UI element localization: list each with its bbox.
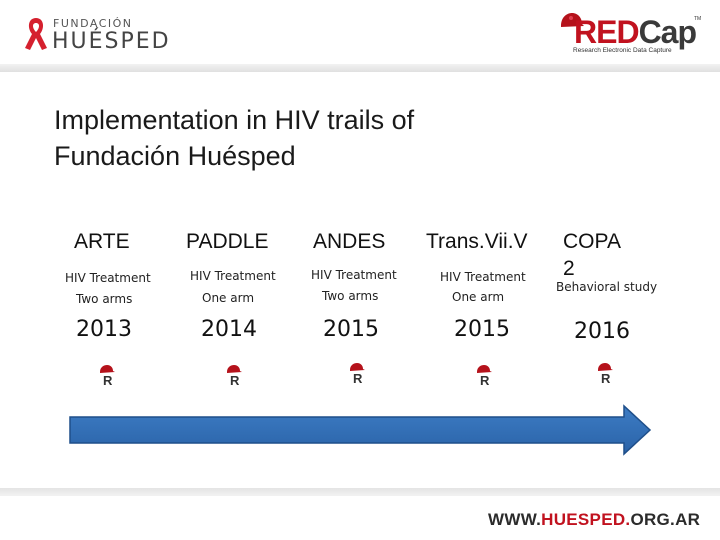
header-divider bbox=[0, 64, 720, 72]
trial-year: 2015 bbox=[323, 317, 379, 342]
timeline-arrow bbox=[69, 404, 652, 456]
trial-year: 2013 bbox=[76, 317, 132, 342]
logo-main-text: HUÉSPED bbox=[52, 29, 171, 54]
trial-arms: Two arms bbox=[76, 292, 133, 306]
slide-title: Implementation in HIV trails of Fundació… bbox=[54, 102, 574, 174]
trial-name: Trans.Vii.V bbox=[426, 230, 528, 253]
trial-type: HIV Treatment bbox=[311, 268, 397, 282]
trial-arms: One arm bbox=[452, 290, 505, 304]
logo-top-text: FUNDACIÓN bbox=[53, 17, 133, 30]
trial-name: ARTE bbox=[74, 230, 130, 253]
svg-text:R: R bbox=[230, 373, 240, 386]
trial-type: HIV Treatment bbox=[65, 271, 151, 285]
footer-divider bbox=[0, 488, 720, 496]
trial-arms: Two arms bbox=[322, 289, 379, 303]
trial-name: COPA bbox=[563, 230, 621, 253]
redcap-r-icon: R bbox=[598, 363, 613, 384]
redcap-r-icon: R bbox=[100, 365, 115, 386]
svg-text:R: R bbox=[103, 373, 113, 386]
svg-text:R: R bbox=[353, 371, 363, 384]
trial-year: 2014 bbox=[201, 317, 257, 342]
redcap-red-text: RED bbox=[574, 14, 640, 50]
trial-type: HIV Treatment bbox=[190, 269, 276, 283]
trial-name: ANDES bbox=[313, 230, 386, 253]
redcap-cap-text: Cap bbox=[638, 14, 697, 50]
trial-type: HIV Treatment bbox=[440, 270, 526, 284]
url-prefix: WWW. bbox=[488, 510, 542, 529]
redcap-r-icon: R bbox=[227, 365, 242, 386]
url-domain: HUESPED. bbox=[541, 510, 631, 529]
trademark-text: TM bbox=[694, 16, 702, 22]
trial-name-number: 2 bbox=[563, 257, 575, 280]
awareness-ribbon-icon bbox=[25, 18, 47, 50]
title-line-2: Fundación Huésped bbox=[54, 141, 296, 171]
redcap-subtitle: Research Electronic Data Capture bbox=[573, 47, 672, 54]
url-suffix: ORG.AR bbox=[630, 510, 701, 529]
trial-year: 2016 bbox=[574, 319, 630, 344]
redcap-logo: REDCap TM Research Electronic Data Captu… bbox=[556, 10, 706, 54]
title-line-1: Implementation in HIV trails of bbox=[54, 105, 415, 135]
svg-text:R: R bbox=[601, 371, 611, 384]
redcap-cap-icon bbox=[561, 13, 584, 27]
redcap-r-icon: R bbox=[477, 365, 492, 386]
trial-year: 2015 bbox=[454, 317, 510, 342]
fundacion-huesped-logo: FUNDACIÓN HUÉSPED bbox=[22, 14, 169, 54]
trial-type: Behavioral study bbox=[556, 280, 658, 294]
redcap-r-icon: R bbox=[350, 363, 365, 384]
trial-name: PADDLE bbox=[186, 230, 269, 253]
svg-text:R: R bbox=[480, 373, 490, 386]
website-link[interactable]: WWW.HUESPED.ORG.AR bbox=[488, 510, 700, 530]
trial-arms: One arm bbox=[202, 291, 255, 305]
